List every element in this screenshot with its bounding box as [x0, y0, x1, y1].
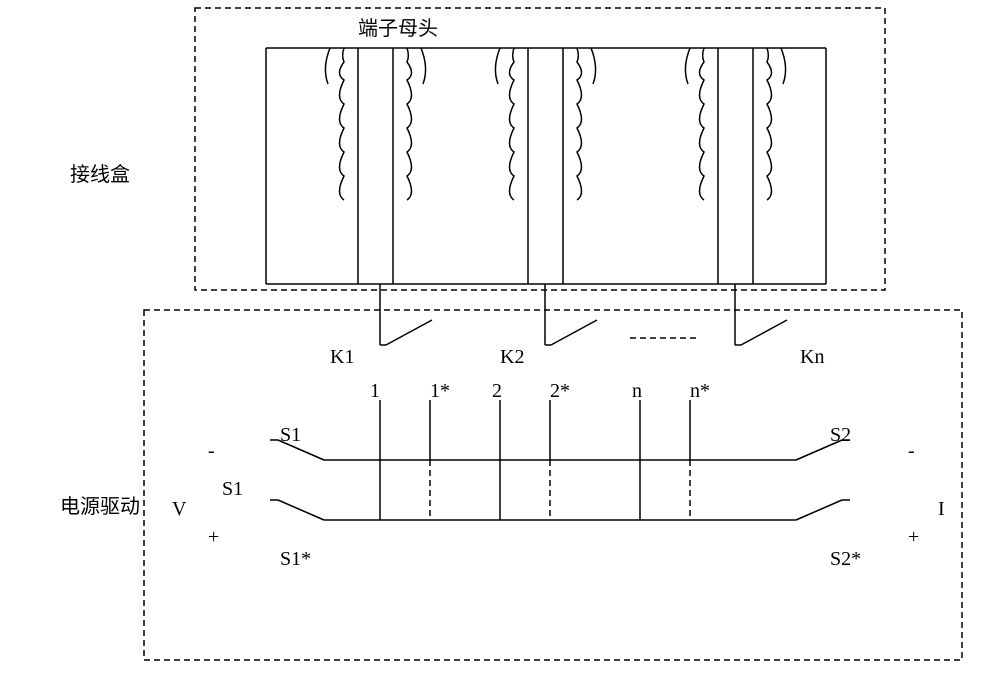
label-K1: K1 — [330, 346, 354, 369]
label-tns: n* — [690, 380, 710, 403]
label-S1-mid: S1 — [222, 478, 243, 501]
label-junction-box: 接线盒 — [70, 158, 130, 187]
label-minus-left: - — [208, 440, 215, 463]
diagram-svg — [0, 0, 1000, 684]
label-t1s: 1* — [430, 380, 450, 403]
label-terminal-header: 端子母头 — [358, 12, 438, 41]
diagram-root: 端子母头 接线盒 电源驱动 K1 K2 Kn 1 1* 2 2* n n* S1… — [0, 0, 1000, 684]
label-power-driver: 电源驱动 — [60, 490, 140, 519]
label-tn: n — [632, 380, 642, 403]
label-K2: K2 — [500, 346, 524, 369]
label-Kn: Kn — [800, 346, 824, 369]
label-plus-right: + — [908, 526, 919, 549]
label-V: V — [172, 498, 186, 521]
label-t1: 1 — [370, 380, 380, 403]
label-minus-right: - — [908, 440, 915, 463]
label-plus-left: + — [208, 526, 219, 549]
label-t2: 2 — [492, 380, 502, 403]
label-S1-upper: S1 — [280, 424, 301, 447]
label-S2s: S2* — [830, 548, 861, 571]
label-S1s: S1* — [280, 548, 311, 571]
label-S2: S2 — [830, 424, 851, 447]
label-t2s: 2* — [550, 380, 570, 403]
label-I: I — [938, 498, 945, 521]
